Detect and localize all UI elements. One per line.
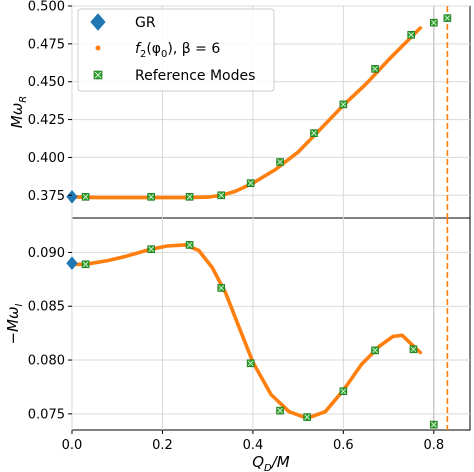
top-y-axis-label: MωR — [8, 96, 29, 128]
legend-curve-dot-icon — [95, 45, 101, 51]
top-curve-point-18 — [419, 26, 422, 30]
top-curve-point-11 — [274, 168, 277, 171]
bottom-curve-point-9 — [224, 292, 227, 295]
bottom-curve-point-6 — [183, 243, 187, 247]
top-curve-point-6 — [183, 196, 187, 199]
bottom-ytick-label-0: 0.075 — [28, 407, 65, 422]
bottom-curve-point-20 — [400, 334, 404, 337]
bottom-curve-point-5 — [165, 244, 169, 248]
legend-reference-x-icon — [94, 71, 102, 79]
top-ytick-label-5: 0.500 — [28, 0, 65, 15]
legend-reference-label: Reference Modes — [135, 68, 255, 84]
top-reference-x-11 — [444, 15, 451, 21]
top-reference-x-7 — [340, 101, 347, 108]
bottom-reference-x-2 — [186, 242, 193, 248]
top-curve-point-2 — [97, 196, 101, 199]
top-reference-x-1 — [148, 193, 154, 200]
top-curve-point-3 — [116, 196, 119, 199]
bottom-curve-point-13 — [287, 410, 291, 413]
x-tick-label-4: 0.8 — [423, 438, 444, 453]
top-curve-point-12 — [296, 150, 300, 154]
x-ticks: 0.0 0.2 0.4 0.6 0.8 — [62, 430, 444, 453]
bottom-curve-point-2 — [106, 259, 110, 262]
bottom-reference-x-1 — [148, 246, 154, 253]
top-y-ticks: 0.375 0.400 0.425 0.450 0.475 0.500 — [28, 0, 72, 204]
bottom-curve-point-19 — [391, 335, 395, 338]
bottom-curve-point-3 — [125, 255, 128, 258]
x-tick-label-0: 0.0 — [62, 438, 83, 453]
top-ytick-label-2: 0.425 — [28, 113, 65, 128]
bottom-reference-x-4 — [247, 360, 254, 367]
top-reference-x-6 — [311, 130, 317, 137]
bottom-reference-x-10 — [430, 421, 437, 428]
top-ytick-label-1: 0.400 — [28, 151, 65, 166]
bottom-marks — [66, 218, 449, 430]
bottom-y-ticks: 0.075 0.080 0.085 0.090 — [28, 246, 72, 422]
bottom-curve-point-18 — [378, 344, 381, 348]
top-curve-point-9 — [233, 190, 237, 193]
top-ytick-label-4: 0.475 — [28, 37, 65, 52]
bottom-curve-point-8 — [211, 266, 214, 269]
bottom-curve-point-21 — [410, 342, 413, 346]
legend-gr-diamond-icon — [90, 13, 106, 31]
top-ytick-label-3: 0.450 — [28, 75, 65, 90]
top-curve-point-16 — [387, 58, 390, 61]
bottom-y-axis-label: −MωI — [4, 303, 25, 344]
x-axis-label: QD/M — [252, 453, 290, 472]
top-reference-x-4 — [247, 180, 254, 186]
bottom-reference-x-3 — [218, 285, 225, 291]
bottom-grid — [71, 218, 470, 430]
legend-curve-label: f2(φ0), β = 6 — [135, 41, 220, 60]
legend: GR f2(φ0), β = 6 Reference Modes — [77, 8, 275, 92]
bottom-ytick-label-2: 0.085 — [28, 300, 65, 315]
top-reference-x-3 — [218, 192, 225, 199]
x-tick-label-2: 0.4 — [243, 438, 264, 453]
bottom-reference-x-7 — [340, 388, 347, 395]
bottom-reference-x-5 — [277, 407, 283, 414]
bottom-curve-point-12 — [269, 393, 273, 396]
top-curve-point-15 — [364, 82, 368, 86]
bottom-reference-x-6 — [304, 414, 311, 420]
top-reference-x-5 — [277, 159, 283, 165]
bottom-curve-point-7 — [197, 249, 200, 252]
bottom-ytick-label-1: 0.080 — [28, 354, 65, 369]
top-reference-x-10 — [430, 19, 437, 26]
top-reference-x-8 — [372, 66, 378, 72]
top-reference-x-2 — [186, 193, 193, 200]
bottom-reference-x-8 — [372, 347, 378, 354]
bottom-reference-x-9 — [410, 346, 417, 353]
top-curve-point-13 — [319, 127, 322, 130]
legend-gr-label: GR — [135, 15, 156, 31]
top-ytick-label-0: 0.375 — [28, 189, 65, 204]
bottom-reference-x-0 — [82, 261, 89, 268]
top-marks — [66, 6, 452, 218]
top-reference-x-0 — [82, 193, 89, 200]
top-reference-x-9 — [408, 31, 415, 38]
x-tick-label-1: 0.2 — [152, 438, 173, 453]
x-tick-label-3: 0.6 — [333, 438, 354, 453]
bottom-curve-point-22 — [419, 351, 422, 354]
top-curve-point-17 — [405, 40, 408, 43]
bottom-curve-point-17 — [360, 363, 363, 366]
bottom-gr-point-0 — [66, 256, 78, 270]
bottom-curve-line — [70, 243, 423, 421]
legend-box — [77, 8, 275, 92]
top-gr-point-0 — [66, 190, 78, 204]
bottom-curve-point-10 — [238, 326, 241, 329]
bottom-panel-frame — [71, 217, 471, 431]
top-curve-point-4 — [138, 196, 142, 199]
bottom-ytick-label-3: 0.090 — [28, 246, 65, 261]
bottom-curve-point-15 — [324, 410, 327, 413]
top-curve-point-5 — [161, 196, 164, 199]
top-curve-point-7 — [206, 195, 209, 199]
